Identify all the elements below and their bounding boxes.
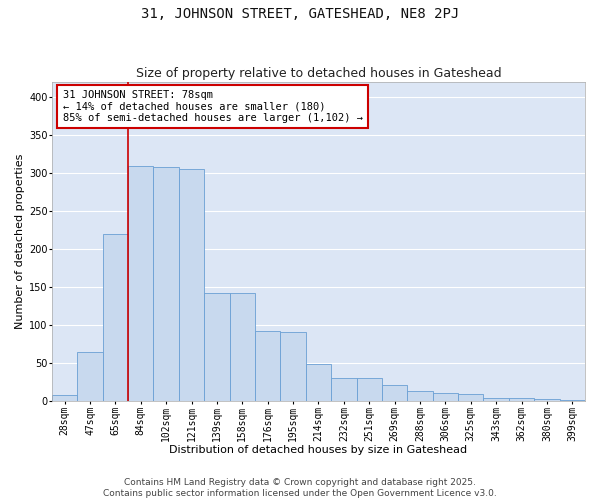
Bar [280, 332, 306, 402]
Bar [331, 378, 356, 402]
Text: 31, JOHNSON STREET, GATESHEAD, NE8 2PJ: 31, JOHNSON STREET, GATESHEAD, NE8 2PJ [141, 8, 459, 22]
Bar [230, 292, 255, 402]
Bar [306, 364, 331, 402]
Bar [204, 292, 230, 402]
Title: Size of property relative to detached houses in Gateshead: Size of property relative to detached ho… [136, 66, 501, 80]
Text: Contains HM Land Registry data © Crown copyright and database right 2025.
Contai: Contains HM Land Registry data © Crown c… [103, 478, 497, 498]
Bar [52, 394, 77, 402]
Bar [179, 170, 204, 402]
Bar [77, 352, 103, 402]
Bar [433, 393, 458, 402]
Bar [103, 234, 128, 402]
Bar [534, 399, 560, 402]
Bar [382, 386, 407, 402]
Bar [484, 398, 509, 402]
Bar [154, 167, 179, 402]
Bar [458, 394, 484, 402]
Bar [255, 332, 280, 402]
Bar [128, 166, 154, 402]
Bar [509, 398, 534, 402]
Bar [560, 400, 585, 402]
Bar [356, 378, 382, 402]
Bar [407, 391, 433, 402]
Text: 31 JOHNSON STREET: 78sqm
← 14% of detached houses are smaller (180)
85% of semi-: 31 JOHNSON STREET: 78sqm ← 14% of detach… [62, 90, 362, 123]
X-axis label: Distribution of detached houses by size in Gateshead: Distribution of detached houses by size … [169, 445, 467, 455]
Y-axis label: Number of detached properties: Number of detached properties [15, 154, 25, 330]
